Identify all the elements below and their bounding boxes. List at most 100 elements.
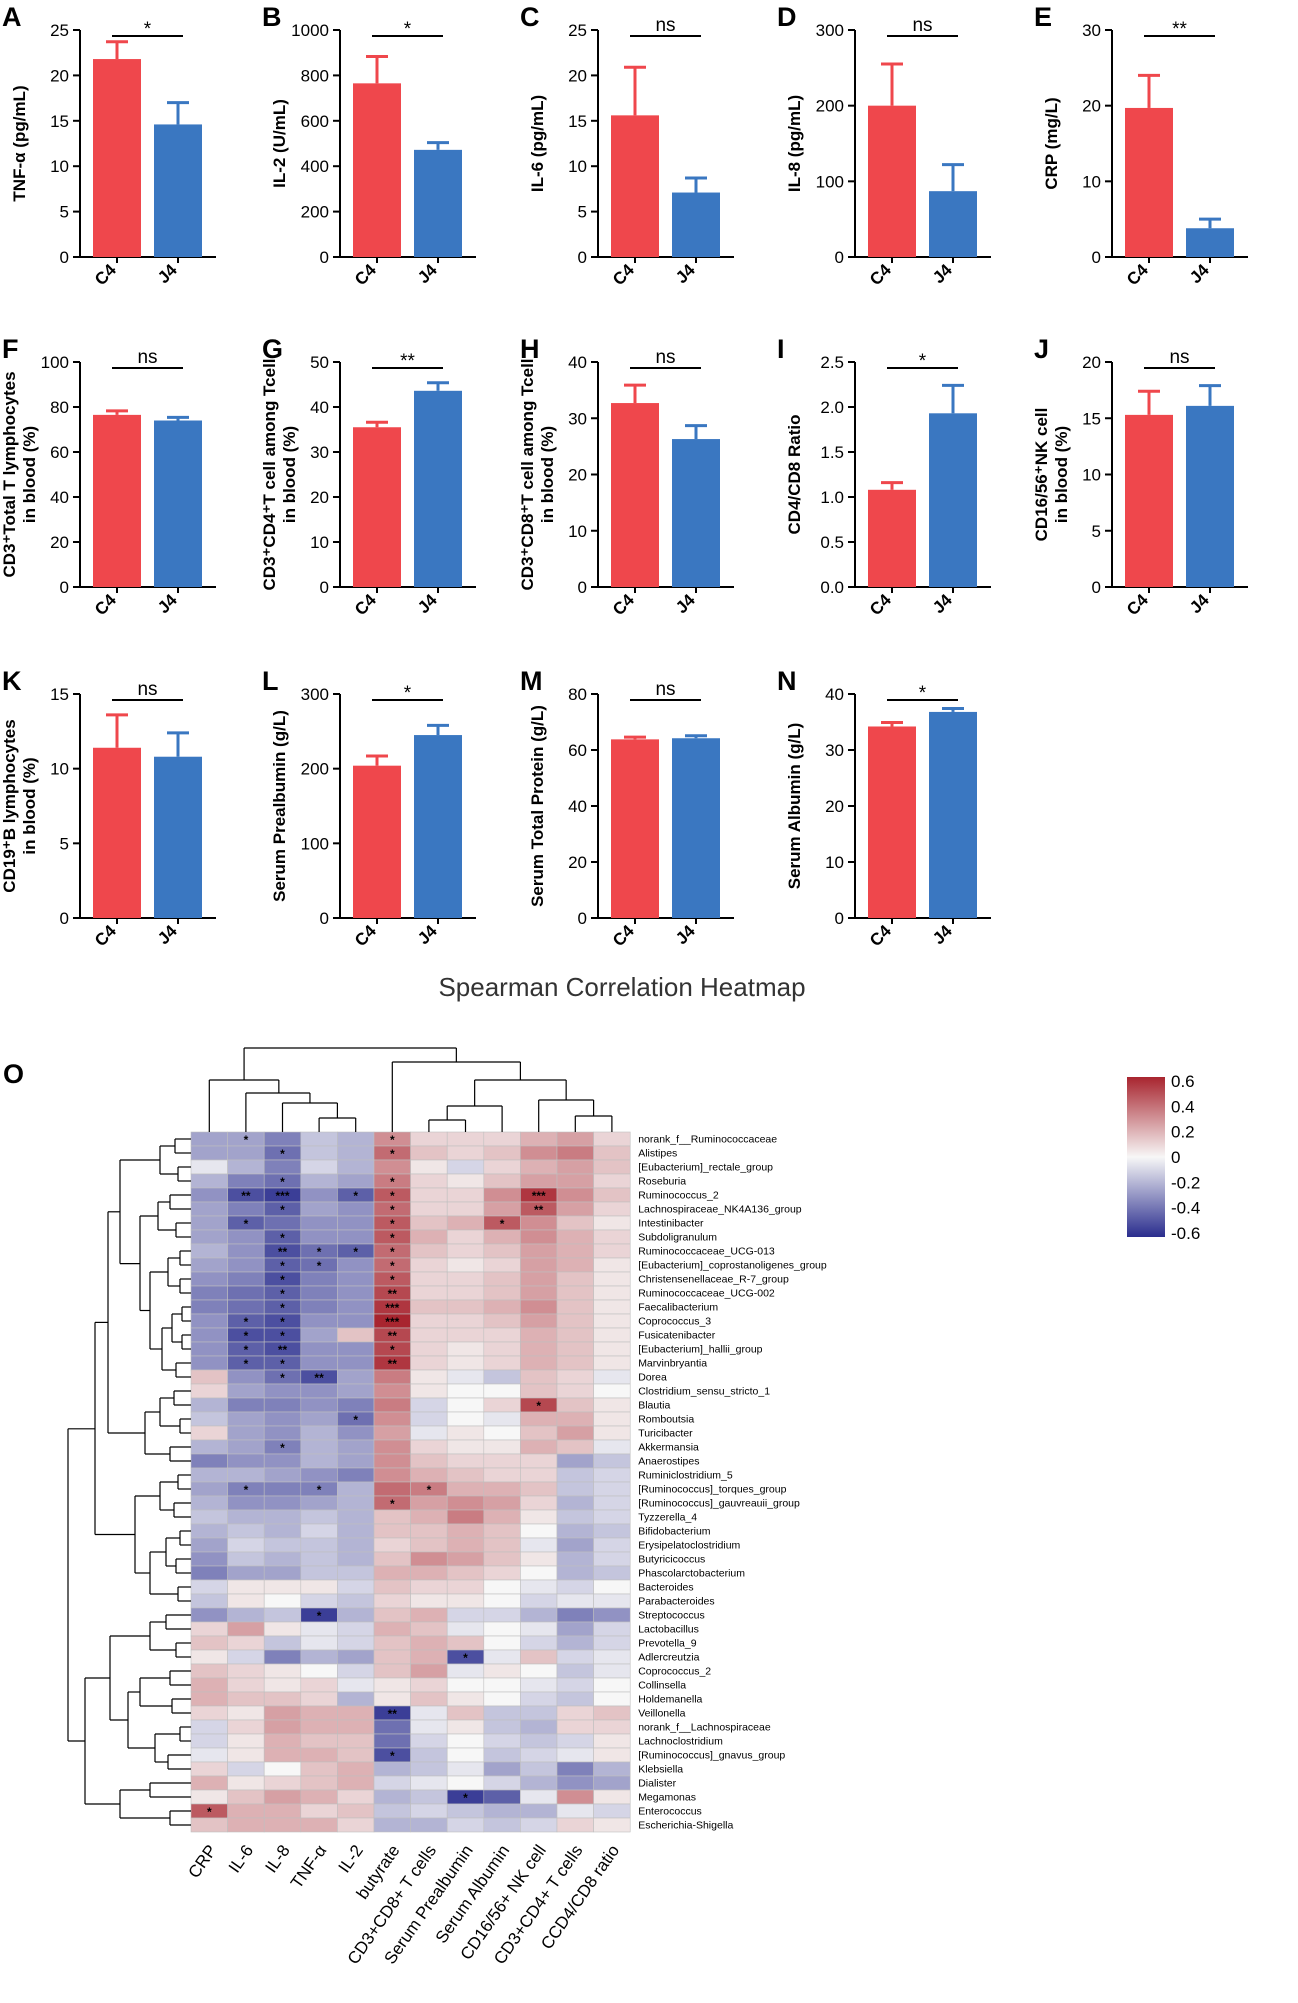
heat-cell (410, 1159, 448, 1175)
row-label: Lactobacillus (638, 1624, 699, 1636)
heat-cell (300, 1285, 338, 1301)
panel-label-H: H (520, 334, 540, 364)
heat-cell (483, 1607, 521, 1623)
heat-cell (593, 1747, 631, 1763)
heat-cell (190, 1369, 228, 1385)
heat-cell (227, 1635, 265, 1651)
heat-cell (410, 1565, 448, 1581)
heat-cell (227, 1439, 265, 1455)
heat-cell (337, 1159, 375, 1175)
row-label: Lachnoclostridium (638, 1736, 723, 1748)
y-tick-label: 0 (60, 909, 69, 928)
row-label: Klebsiella (638, 1764, 683, 1776)
y-tick-label: 20 (568, 853, 587, 872)
heat-cell (520, 1817, 558, 1833)
heat-cell (263, 1803, 302, 1819)
heat-cell (263, 1649, 302, 1665)
heat-cell (373, 1691, 411, 1707)
heat-cell (446, 1593, 485, 1609)
heat-cell (373, 1565, 411, 1581)
heat-cell (190, 1229, 228, 1245)
heat-cell (190, 1271, 228, 1287)
significance-star: * (390, 1497, 395, 1511)
bar-J4 (672, 738, 720, 918)
heat-cell (556, 1397, 594, 1413)
heat-cell (373, 1411, 411, 1427)
row-label: Phascolarctobacterium (638, 1568, 745, 1580)
heat-cell (520, 1635, 558, 1651)
y-tick-label: 30 (568, 409, 587, 428)
heat-cell (483, 1313, 521, 1329)
y-axis-label: in blood (%) (20, 426, 39, 523)
heat-cell (227, 1467, 265, 1483)
heat-cell (410, 1341, 448, 1357)
heat-cell (483, 1341, 521, 1357)
y-tick-label: 30 (310, 443, 329, 462)
heat-cell (227, 1201, 265, 1217)
column-label: TNF-α (287, 1841, 331, 1892)
bar-J4 (672, 439, 720, 587)
panel-H: H 0 10 20 30 40 C4 J4 ns CD3⁺CD8⁺T cell among Tce… (518, 334, 734, 619)
heat-cell (300, 1621, 338, 1637)
heat-cell (446, 1733, 485, 1749)
heat-cell (556, 1481, 594, 1497)
heat-cell (446, 1495, 485, 1511)
sig-label: * (404, 683, 412, 704)
heat-cell (483, 1285, 521, 1301)
heat-cell (410, 1537, 448, 1553)
heat-cell (410, 1411, 448, 1427)
heat-cell (337, 1775, 375, 1791)
significance-star: * (390, 1189, 395, 1203)
significance-star: * (207, 1805, 212, 1819)
panel-label-J: J (1034, 334, 1049, 364)
bar-C4 (611, 403, 659, 587)
heat-cell (593, 1453, 631, 1469)
heat-cell (190, 1495, 228, 1511)
heat-cell (227, 1285, 265, 1301)
heat-cell (300, 1425, 338, 1441)
heat-cell (446, 1215, 485, 1231)
heat-cell (410, 1789, 448, 1805)
heat-cell (446, 1243, 485, 1259)
heat-cell (373, 1593, 411, 1609)
heat-cell (483, 1369, 521, 1385)
category-label: C4 (609, 590, 638, 619)
significance-star: * (244, 1343, 249, 1357)
colorbar-tick-label: 0.6 (1171, 1072, 1195, 1091)
y-tick-label: 40 (568, 353, 587, 372)
heat-cell (556, 1285, 594, 1301)
significance-star: ** (314, 1371, 324, 1385)
heat-cell (227, 1299, 265, 1315)
heat-cell (300, 1383, 338, 1399)
row-label: Erysipelatoclostridium (638, 1540, 740, 1552)
heat-cell (227, 1579, 265, 1595)
y-axis-label: Serum Total Protein (g/L) (528, 705, 547, 907)
heat-cell (593, 1215, 631, 1231)
heat-cell (300, 1705, 338, 1721)
heat-cell (373, 1439, 411, 1455)
y-tick-label: 40 (310, 398, 329, 417)
heat-cell (337, 1733, 375, 1749)
heat-cell (190, 1705, 228, 1721)
heat-cell (446, 1705, 485, 1721)
heat-cell (556, 1439, 594, 1455)
heat-cell (410, 1649, 448, 1665)
heat-cell (373, 1719, 411, 1735)
y-axis-label: TNF-α (pg/mL) (10, 85, 29, 201)
heat-cell (300, 1187, 338, 1203)
heat-cell (373, 1677, 411, 1693)
significance-star: ** (241, 1189, 251, 1203)
heat-cell (190, 1565, 228, 1581)
row-label: Adlercreutzia (638, 1652, 699, 1664)
heat-cell (227, 1747, 265, 1763)
y-tick-label: 0 (578, 909, 587, 928)
bar-C4 (868, 726, 916, 918)
heat-cell (593, 1383, 631, 1399)
heat-cell (483, 1677, 521, 1693)
row-label: Ruminococcus_2 (638, 1190, 719, 1202)
colorbar-tick-label: 0 (1171, 1148, 1180, 1167)
heat-cell (446, 1803, 485, 1819)
heat-cell (556, 1537, 594, 1553)
heat-cell (373, 1775, 411, 1791)
heat-cell (593, 1593, 631, 1609)
